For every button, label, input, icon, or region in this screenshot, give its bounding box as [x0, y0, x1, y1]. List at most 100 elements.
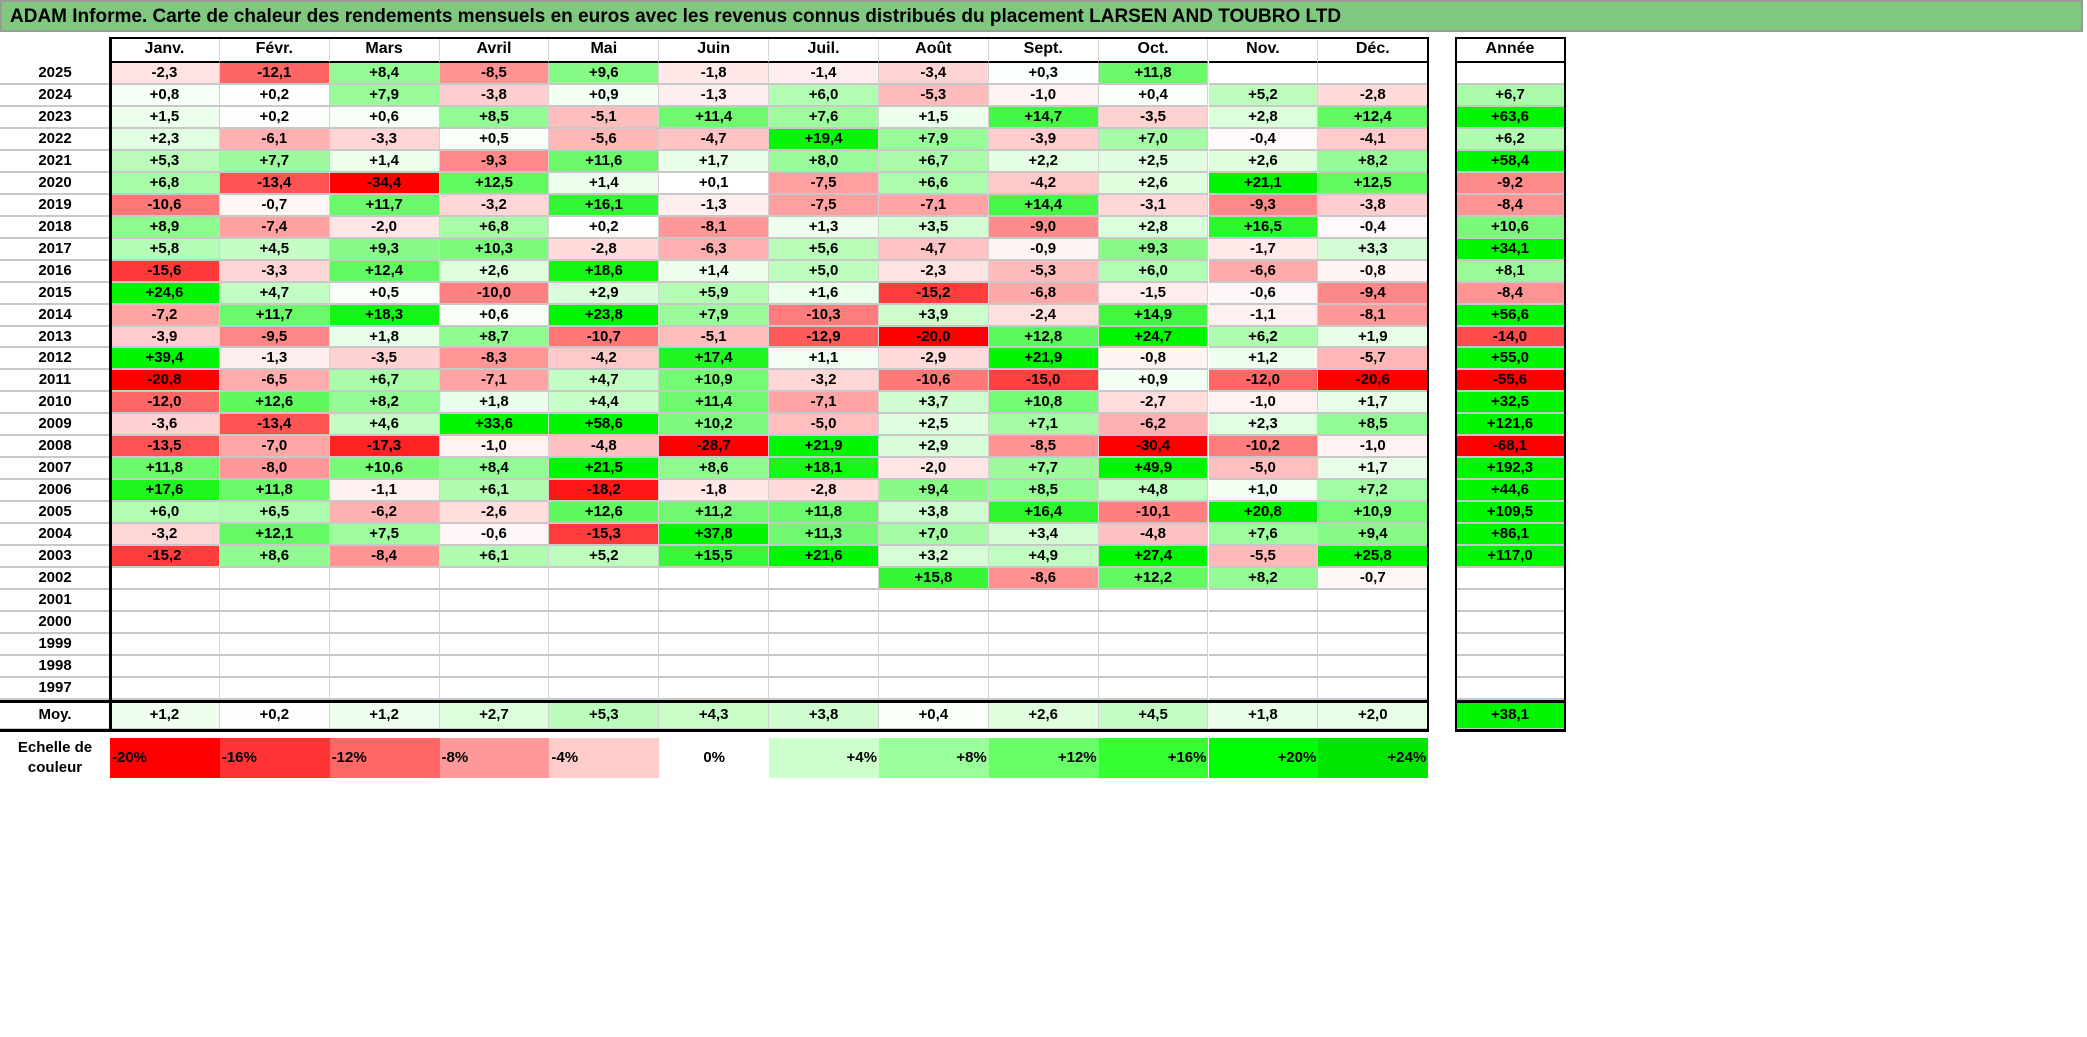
heatmap-cell: +0,5 [329, 282, 440, 305]
heatmap-cell: +1,3 [769, 216, 879, 239]
heatmap-cell [219, 612, 330, 634]
heatmap-cell: +5,8 [110, 238, 220, 261]
heatmap-cell: -4,1 [1318, 128, 1429, 151]
annual-cell [1456, 655, 1565, 678]
heatmap-cell: -13,4 [219, 172, 330, 195]
heatmap-cell: +9,3 [329, 238, 440, 261]
heatmap-cell: +5,3 [110, 150, 220, 173]
heatmap-cell: +12,4 [1318, 106, 1429, 129]
heatmap-cell: -0,6 [1208, 282, 1319, 305]
heatmap-cell: +3,5 [878, 216, 989, 239]
year-label: 2018 [0, 216, 110, 239]
heatmap-cell: -1,3 [659, 84, 770, 107]
heatmap-cell: +12,6 [549, 502, 660, 525]
year-label: 2000 [0, 612, 110, 634]
heatmap-cell: +6,1 [439, 546, 550, 569]
heatmap-cell: -0,8 [1318, 260, 1429, 283]
annual-cell: -8,4 [1456, 282, 1565, 305]
heatmap-cell [110, 655, 220, 678]
heatmap-cell: +4,5 [219, 238, 330, 261]
heatmap-cell: +1,8 [439, 392, 550, 415]
heatmap-cell: -10,2 [1208, 436, 1319, 459]
heatmap-cell: +11,8 [110, 458, 220, 481]
heatmap-cell: -2,8 [769, 480, 879, 503]
heatmap-cell: -1,5 [1098, 282, 1209, 305]
heatmap-cell: -9,3 [439, 150, 550, 173]
heatmap-cell [329, 633, 440, 656]
average-cell: +0,4 [878, 701, 989, 730]
heatmap-cell: +7,1 [988, 414, 1099, 437]
year-label: 1997 [0, 677, 110, 700]
heatmap-cell [219, 568, 330, 591]
heatmap-cell [439, 590, 550, 612]
divider [1455, 699, 1566, 703]
annual-cell: +63,6 [1456, 106, 1565, 129]
heatmap-cell [988, 633, 1099, 656]
heatmap-cell: +1,4 [659, 260, 770, 283]
heatmap-cell: -9,4 [1318, 282, 1429, 305]
heatmap-cell: +2,6 [1098, 172, 1209, 195]
year-label: 2003 [0, 546, 110, 569]
annual-cell [1456, 677, 1565, 700]
heatmap-cell: -34,4 [329, 172, 440, 195]
heatmap-cell: -3,8 [439, 84, 550, 107]
heatmap-cell [878, 590, 989, 612]
average-cell: +5,3 [549, 701, 660, 730]
heatmap-cell: +49,9 [1098, 458, 1209, 481]
heatmap-cell: +1,6 [769, 282, 879, 305]
heatmap-cell: +1,5 [878, 106, 989, 129]
heatmap-cell: +18,6 [549, 260, 660, 283]
annual-cell: +32,5 [1456, 392, 1565, 415]
heatmap-cell: +12,1 [219, 524, 330, 547]
heatmap-cell: +2,6 [439, 260, 550, 283]
heatmap-cell [219, 677, 330, 700]
heatmap-cell: +37,8 [659, 524, 770, 547]
heatmap-cell: +3,7 [878, 392, 989, 415]
heatmap-cell: +4,4 [549, 392, 660, 415]
heatmap-cell [988, 677, 1099, 700]
annual-cell: +56,6 [1456, 304, 1565, 327]
heatmap-cell: +10,2 [659, 414, 770, 437]
annual-cell: +117,0 [1456, 546, 1565, 569]
heatmap-cell: +1,4 [329, 150, 440, 173]
heatmap-cell: -3,4 [878, 63, 989, 85]
heatmap-cell: -0,8 [1098, 348, 1209, 371]
heatmap-cell: +11,4 [659, 106, 770, 129]
heatmap-cell: +5,9 [659, 282, 770, 305]
month-header: Oct. [1098, 37, 1209, 63]
color-scale-swatch: 0% [659, 738, 770, 778]
heatmap-cell: +8,2 [1318, 150, 1429, 173]
heatmap-cell: +11,6 [549, 150, 660, 173]
color-scale-swatch: +16% [1098, 738, 1209, 778]
heatmap-cell: +9,4 [1318, 524, 1429, 547]
heatmap-cell [988, 655, 1099, 678]
year-label: 2024 [0, 84, 110, 107]
heatmap-cell: -1,0 [1318, 436, 1429, 459]
heatmap-cell: -1,3 [219, 348, 330, 371]
heatmap-cell: +8,9 [110, 216, 220, 239]
heatmap-cell [1318, 590, 1429, 612]
heatmap-cell: +9,4 [878, 480, 989, 503]
heatmap-cell: -12,0 [110, 392, 220, 415]
color-scale-swatch: -20% [110, 738, 220, 778]
average-annual-cell: +38,1 [1456, 701, 1565, 730]
heatmap-cell: +6,2 [1208, 326, 1319, 349]
heatmap-cell: +17,4 [659, 348, 770, 371]
heatmap-cell [659, 590, 770, 612]
heatmap-cell: +39,4 [110, 348, 220, 371]
heatmap-cell: +12,6 [219, 392, 330, 415]
month-header: Janv. [110, 37, 220, 63]
annual-header: Année [1456, 37, 1565, 63]
average-label: Moy. [0, 701, 110, 730]
report-title: ADAM Informe. Carte de chaleur des rende… [0, 0, 2083, 32]
color-scale-swatch: -8% [439, 738, 550, 778]
heatmap-cell: +12,2 [1098, 568, 1209, 591]
month-header: Déc. [1318, 37, 1429, 63]
heatmap-cell: -2,6 [439, 502, 550, 525]
heatmap-cell [329, 590, 440, 612]
heatmap-cell: +5,6 [769, 238, 879, 261]
heatmap-cell: -13,5 [110, 436, 220, 459]
color-scale-label: Echelle de couleur [17, 739, 93, 776]
heatmap-cell: -5,6 [549, 128, 660, 151]
average-cell: +1,8 [1208, 701, 1319, 730]
